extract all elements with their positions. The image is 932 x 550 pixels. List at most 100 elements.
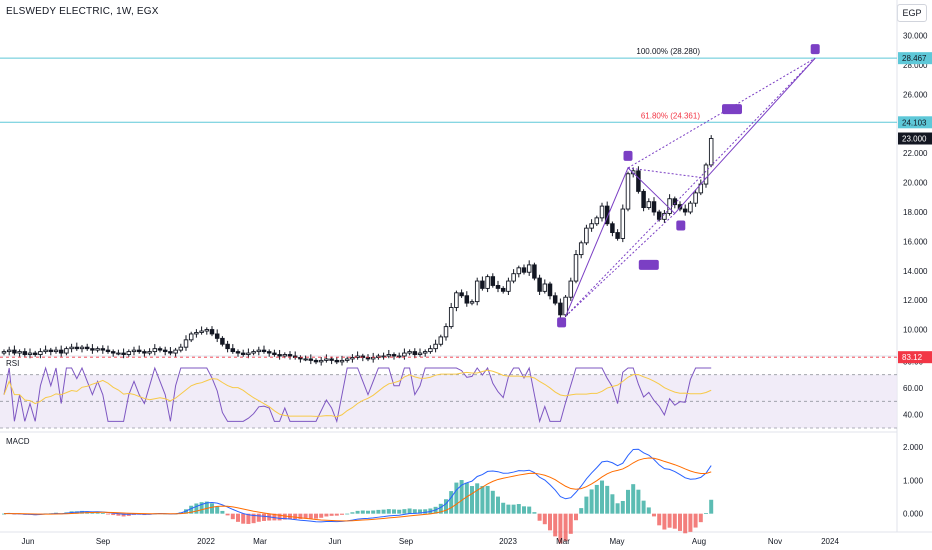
pattern-point-marker (623, 150, 633, 161)
candle-body (365, 357, 371, 360)
macd-histogram-bar (199, 502, 204, 514)
candle-body (58, 349, 64, 354)
pattern-xd-dotted (565, 57, 816, 317)
pattern-legs (565, 57, 816, 317)
time-tick-label: Aug (692, 537, 706, 546)
candle-body (266, 351, 272, 354)
macd-histogram-bar (652, 513, 656, 517)
price-axis: 30.00028.00026.00024.00022.00020.00018.0… (898, 32, 932, 335)
candle-body (667, 198, 672, 214)
candle-body (573, 254, 579, 282)
candle-body (422, 351, 428, 354)
candle-body (615, 232, 620, 239)
candle-body (100, 348, 106, 351)
rsi-last-tag: 83.12 (902, 353, 923, 362)
candle-body (240, 352, 246, 355)
candle-body (485, 276, 490, 289)
macd-histogram-bar (579, 508, 584, 514)
candle-body (334, 359, 340, 363)
time-tick-label: 2023 (499, 537, 517, 546)
macd-histogram-bar (516, 504, 521, 514)
candle-body (194, 332, 199, 335)
candle-body (246, 352, 251, 355)
macd-histogram-bar (111, 513, 116, 516)
time-tick-label: Jun (22, 537, 35, 546)
candle-body (428, 348, 433, 353)
macd-histogram-bar (402, 509, 407, 514)
time-axis: Jun Sep 2022 Mar Jun Sep 2023 Mar May Aug Nov 2024 (22, 537, 840, 546)
macd-histogram-bar (298, 513, 303, 520)
candle-body (90, 348, 95, 351)
candle-body (355, 355, 360, 358)
macd-histogram-bar (121, 513, 126, 517)
candle-body (1, 351, 7, 354)
time-tick-label: Jun (329, 537, 342, 546)
candle-body (636, 170, 641, 192)
candle-body (454, 292, 459, 308)
macd-histogram-bar (542, 513, 547, 525)
candle-body (370, 357, 376, 360)
macd-histogram-bar (397, 509, 402, 514)
macd-histogram-bar (704, 513, 708, 514)
macd-histogram-bar (574, 513, 578, 521)
candle-body (48, 349, 54, 353)
candle-body (625, 173, 631, 210)
candle-body (672, 198, 678, 206)
macd-histogram-bar (210, 503, 214, 514)
macd-histogram-bar (225, 513, 230, 516)
candle-body (396, 355, 402, 358)
macd-histogram-bar (360, 510, 365, 514)
price-candles (1, 135, 714, 366)
pattern-point-marker (638, 259, 659, 270)
candle-body (53, 349, 59, 353)
macd-histogram-bar (444, 499, 448, 514)
macd-signal-line (3, 457, 712, 522)
macd-histogram-bar (407, 508, 412, 514)
macd-histogram-bar (626, 489, 630, 514)
candle-body (152, 348, 158, 353)
macd-histogram-bar (386, 509, 391, 514)
macd-histogram-bar (355, 510, 360, 514)
macd-histogram-bar (116, 513, 121, 516)
price-tick-label: 16.000 (903, 237, 928, 246)
candle-body (521, 267, 527, 273)
candle-body (438, 336, 444, 345)
candle-body (157, 348, 163, 351)
candle-body (147, 351, 152, 354)
macd-histogram-bar (709, 499, 714, 514)
candle-body (464, 295, 470, 304)
macd-histogram-bar (532, 512, 537, 514)
rsi-last-tag-bg (898, 351, 932, 364)
macd-histogram-bar (496, 496, 500, 514)
macd-histogram-bar (314, 513, 318, 519)
pattern-point-marker (810, 44, 820, 55)
macd-histogram-bar (80, 510, 84, 514)
candle-body (620, 208, 626, 239)
macd-histogram-bar (350, 512, 355, 514)
candle-body (79, 346, 85, 350)
price-tick-label: 18.000 (903, 208, 928, 217)
candle-body (584, 227, 589, 244)
candle-body (199, 330, 204, 333)
candle-body (578, 242, 584, 256)
candle-body (604, 205, 610, 225)
last-price-tag: 23.000 (902, 135, 927, 144)
macd-histogram-bar (282, 513, 287, 520)
macd-histogram-bar (610, 494, 615, 514)
time-tick-label: 2024 (821, 537, 839, 546)
candle-body (126, 351, 132, 355)
grid-lines (0, 0, 932, 533)
candle-body (95, 348, 100, 351)
macd-histogram-bar (366, 510, 370, 514)
time-tick-label: 2022 (197, 537, 215, 546)
price-tick-label: 30.000 (903, 32, 928, 41)
macd-histogram-bar (423, 509, 428, 514)
price-tick-label: 10.000 (903, 326, 928, 335)
candle-body (417, 352, 423, 355)
candle-body (547, 283, 553, 297)
candle-body (568, 280, 574, 298)
macd-histogram-bar (698, 513, 703, 523)
macd-histogram-bar (204, 501, 209, 514)
candle-body (651, 201, 657, 213)
